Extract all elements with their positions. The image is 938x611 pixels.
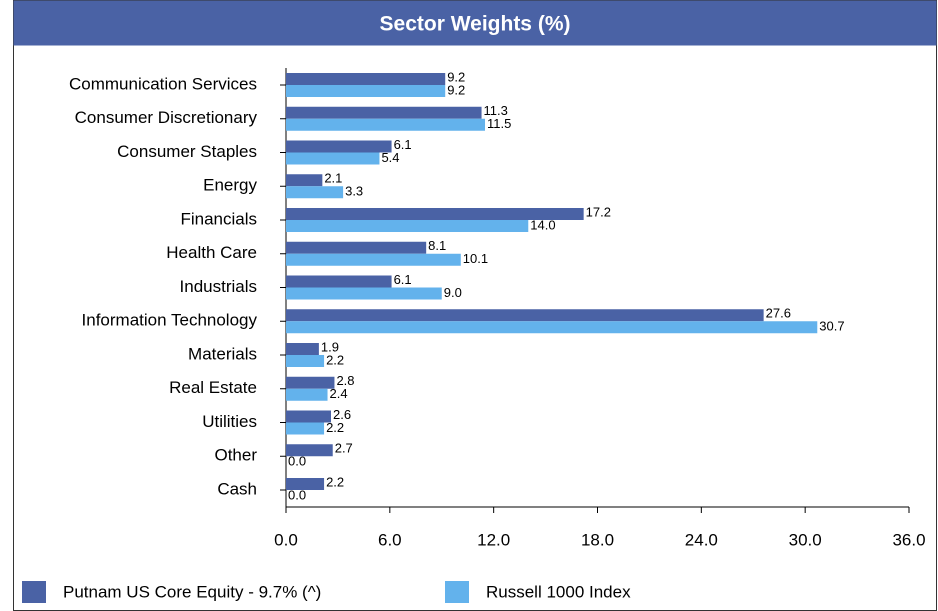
- bar: [286, 140, 392, 153]
- data-label: 2.4: [330, 386, 348, 401]
- category-label: Energy: [203, 176, 257, 195]
- x-tick-label: 36.0: [892, 530, 925, 549]
- data-label: 3.3: [345, 184, 363, 199]
- bar: [286, 309, 764, 322]
- x-tick-label: 30.0: [789, 530, 822, 549]
- data-label: 30.7: [819, 319, 844, 334]
- category-label: Financials: [180, 209, 257, 228]
- legend-swatch: [445, 581, 469, 603]
- data-label: 6.1: [394, 272, 412, 287]
- data-label: 0.0: [288, 487, 306, 502]
- category-label: Materials: [188, 344, 257, 363]
- x-tick-label: 6.0: [378, 530, 402, 549]
- data-label: 17.2: [586, 204, 611, 219]
- bar: [286, 220, 529, 232]
- data-label: 2.8: [336, 373, 354, 388]
- category-label: Other: [214, 446, 257, 465]
- x-tick-label: 0.0: [274, 530, 298, 549]
- bar: [286, 174, 323, 187]
- bar: [286, 410, 331, 423]
- category-label: Health Care: [166, 243, 257, 262]
- bar: [286, 275, 392, 288]
- legend-swatch: [22, 581, 46, 603]
- bar: [286, 73, 446, 85]
- data-label: 5.4: [381, 150, 399, 165]
- category-label: Information Technology: [82, 311, 258, 330]
- legend-label: Putnam US Core Equity - 9.7% (^): [63, 582, 321, 601]
- x-tick-label: 12.0: [477, 530, 510, 549]
- frame: [13, 0, 937, 611]
- data-label: 1.9: [321, 339, 339, 354]
- bar: [286, 376, 335, 389]
- title-bar: [13, 0, 937, 46]
- bar: [286, 343, 319, 355]
- x-tick-label: 18.0: [581, 530, 614, 549]
- category-label: Real Estate: [169, 378, 257, 397]
- data-label: 6.1: [394, 137, 412, 152]
- data-label: 2.2: [326, 352, 344, 367]
- data-label: 11.5: [487, 116, 511, 131]
- bar: [286, 444, 333, 457]
- category-label: Consumer Discretionary: [75, 108, 258, 127]
- bar: [286, 208, 584, 220]
- chart-title: Sector Weights (%): [380, 13, 571, 36]
- data-label: 10.1: [463, 251, 488, 266]
- x-tick-label: 24.0: [685, 530, 718, 549]
- category-label: Utilities: [202, 412, 257, 431]
- data-label: 0.0: [288, 454, 306, 469]
- category-label: Communication Services: [69, 74, 257, 93]
- bar: [286, 106, 482, 119]
- category-label: Cash: [217, 479, 257, 498]
- data-label: 8.1: [428, 238, 446, 253]
- bar: [286, 287, 442, 300]
- bar: [286, 152, 380, 165]
- data-label: 14.0: [530, 217, 555, 232]
- bar: [286, 388, 328, 401]
- legend-label: Russell 1000 Index: [486, 582, 631, 601]
- bar: [286, 355, 325, 367]
- bar: [286, 186, 344, 199]
- data-label: 9.0: [444, 285, 462, 300]
- bar: [286, 321, 818, 334]
- data-label: 2.1: [324, 171, 342, 186]
- data-label: 2.7: [335, 441, 353, 456]
- data-label: 9.2: [447, 69, 465, 84]
- bar: [286, 478, 325, 490]
- bar: [286, 85, 446, 97]
- data-label: 27.6: [766, 306, 791, 321]
- category-label: Industrials: [180, 277, 257, 296]
- bar: [286, 253, 461, 266]
- bar: [286, 118, 486, 131]
- data-label: 2.6: [333, 407, 351, 422]
- bar: [286, 422, 325, 435]
- data-label: 9.2: [447, 82, 465, 97]
- bar: [286, 241, 427, 254]
- data-label: 11.3: [484, 103, 508, 118]
- category-label: Consumer Staples: [117, 142, 257, 161]
- data-label: 2.2: [326, 474, 344, 489]
- data-label: 2.2: [326, 420, 344, 435]
